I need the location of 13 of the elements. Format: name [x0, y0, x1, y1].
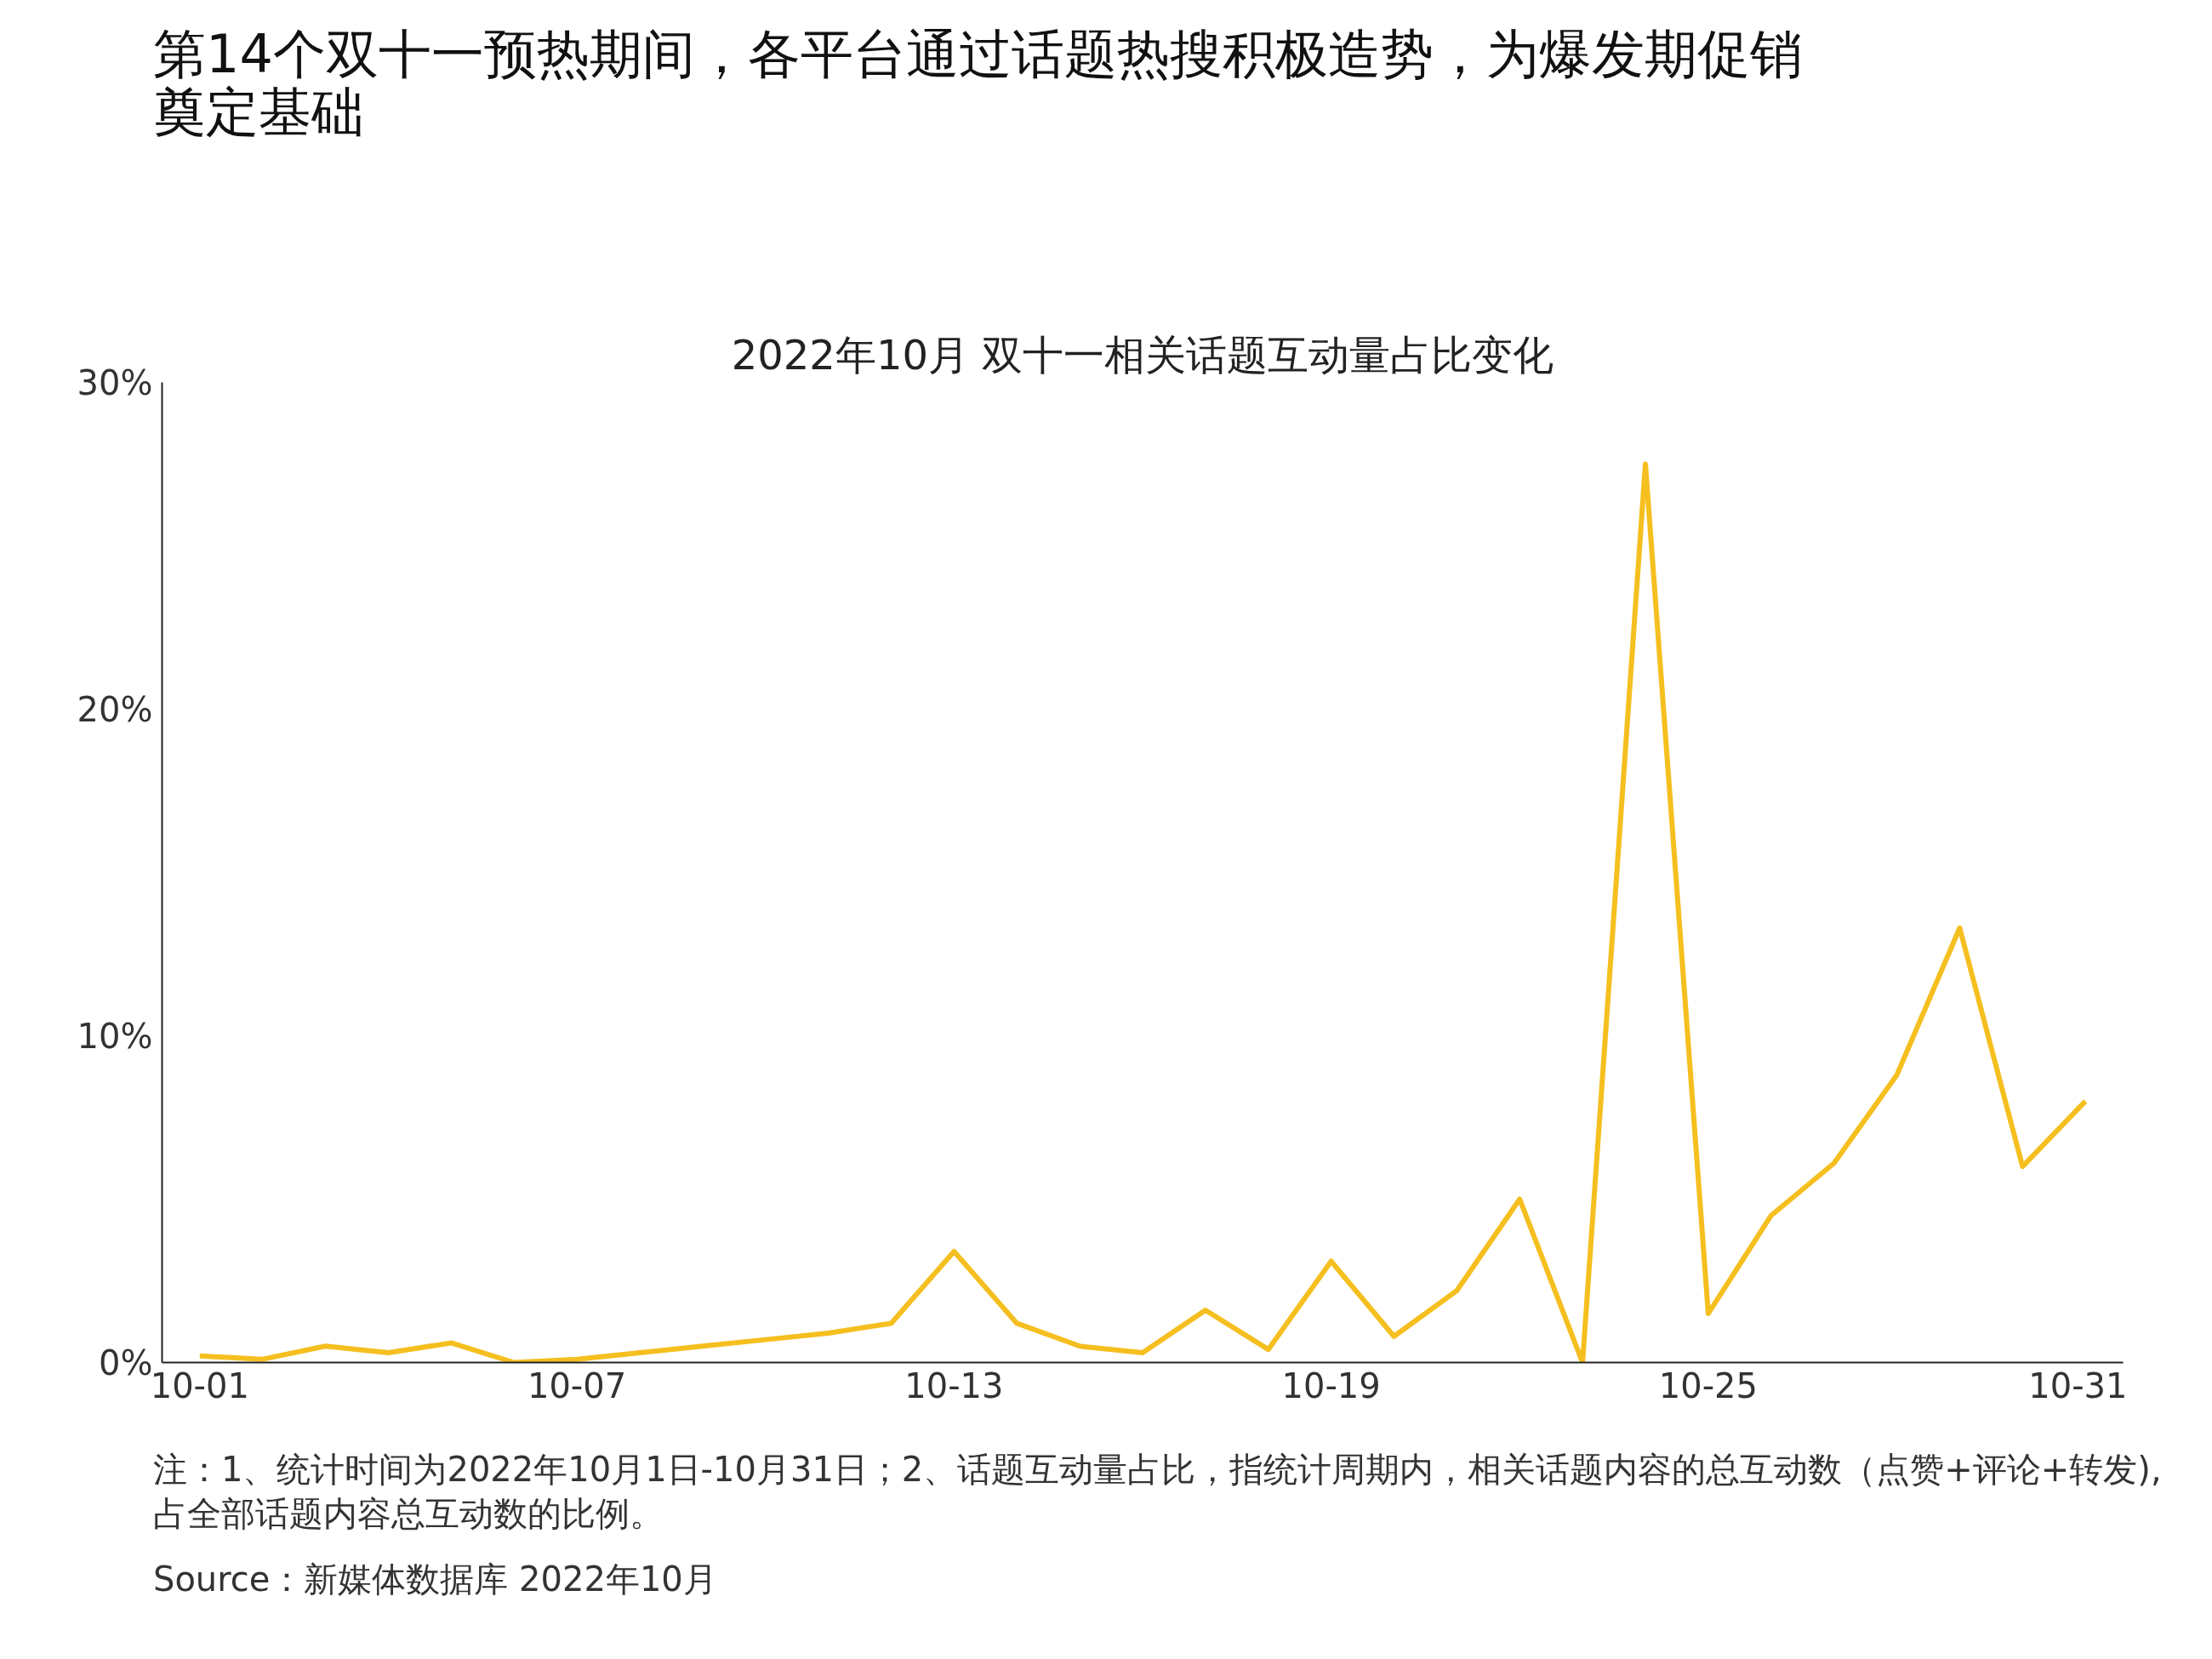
chart-title: 2022年10月 双十一相关话题互动量占比变化: [731, 330, 1554, 379]
x-tick-label: 10-25: [1658, 1365, 1759, 1405]
chart-subtitle: 第14个双十一预热期间，各平台通过话题热搜积极造势，为爆发期促销奠定基础: [153, 23, 1804, 144]
y-tick-label: 0%: [99, 1343, 153, 1382]
x-tick-label: 10-07: [527, 1365, 627, 1405]
text: 注：1、统计时间为2022年10月1日-10月31日；2、话题互动量占比，指统计周期内，相关话题内容的总互动数（点赞+评论+转发),占全部话题内容总互动数的比例。: [153, 1449, 2163, 1536]
y-tick-label: 10%: [77, 1016, 153, 1056]
x-tick-label: 10-13: [904, 1365, 1004, 1405]
y-tick-label: 20%: [77, 689, 153, 729]
x-tick-label: 10-19: [1281, 1365, 1381, 1405]
source-note: Source：新媒体数据库 2022年10月: [153, 1559, 717, 1601]
x-tick-label: 10-31: [2028, 1365, 2128, 1405]
y-tick-label: 30%: [77, 362, 153, 402]
